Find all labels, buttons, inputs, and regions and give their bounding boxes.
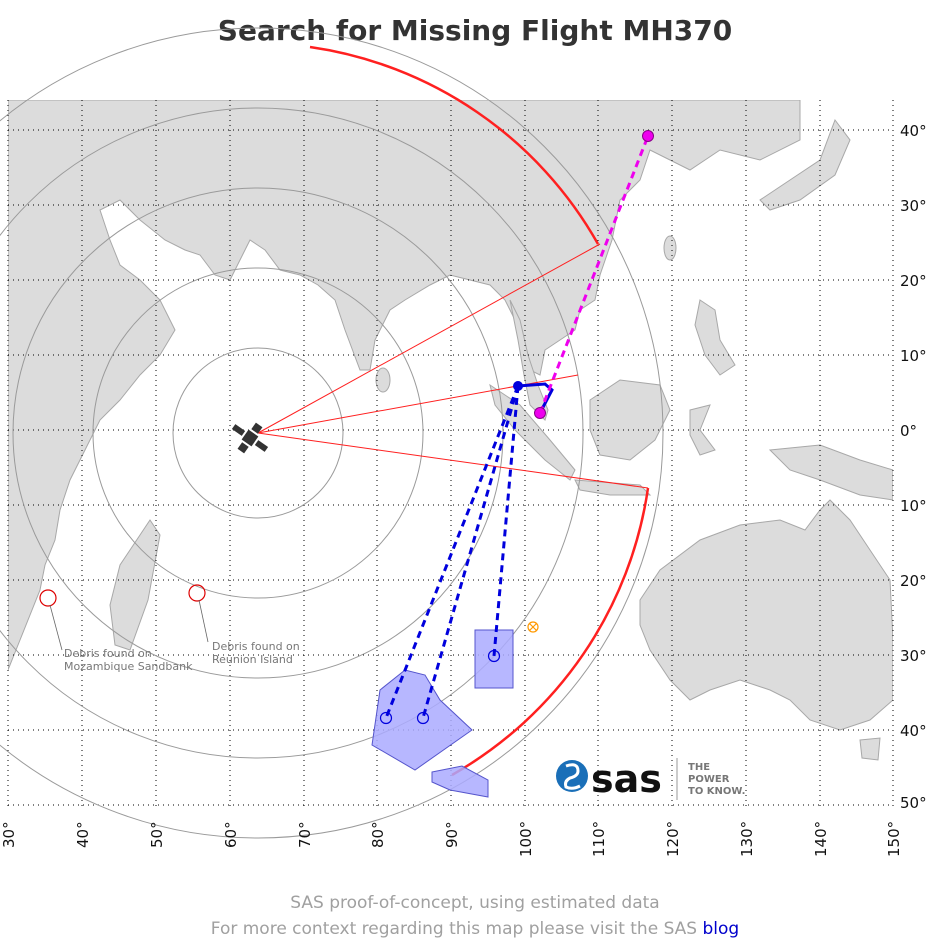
lon-tick: 100° <box>517 821 535 857</box>
lat-tick: 50° <box>900 794 927 812</box>
lat-tick: 40° <box>900 722 927 740</box>
land-tasmania <box>859 737 881 761</box>
handshake-arc <box>309 45 600 245</box>
orange-marker-icon <box>527 621 539 633</box>
search-area-south <box>431 765 489 798</box>
lat-tick: 30° <box>900 647 927 665</box>
planned-route <box>534 130 654 419</box>
lon-tick: 30° <box>0 821 18 848</box>
blog-link[interactable]: blog <box>702 919 740 939</box>
land-taiwan <box>663 235 677 261</box>
sas-logo-brand: sas <box>591 757 662 801</box>
lon-tick: 120° <box>664 821 682 857</box>
lat-tick: 20° <box>900 572 927 590</box>
debris-mozambique-marker-icon <box>39 589 57 607</box>
lat-tick: 0° <box>900 422 917 440</box>
possible-routes <box>384 385 520 719</box>
lon-tick: 50° <box>148 821 166 848</box>
debris-markers: Debris found on Mozambique Sandbank Debr… <box>39 584 300 673</box>
lon-tick: 140° <box>812 821 830 857</box>
land-sumatra <box>489 383 576 481</box>
land-layer <box>8 100 893 761</box>
satellite-icon <box>231 422 269 454</box>
footer-note: SAS proof-of-concept, using estimated da… <box>290 893 660 913</box>
graticule <box>7 100 894 808</box>
land-sulawesi <box>689 404 716 456</box>
lon-ticks: 30° 40° 50° 60° 70° 80° 90° 100° 110° 12… <box>0 821 903 857</box>
land-malay-peninsula <box>509 299 549 421</box>
lon-tick: 110° <box>590 821 608 857</box>
lon-tick: 60° <box>222 821 240 848</box>
footer-link-line: For more context regarding this map plea… <box>0 919 950 939</box>
destination-beijing <box>642 130 654 142</box>
handshake-arc-south <box>451 487 650 777</box>
lon-tick: 130° <box>738 821 756 857</box>
lat-ticks: 40° 30° 20° 10° 0° 10° 20° 30° 40° 50° <box>900 122 927 812</box>
lat-tick: 10° <box>900 497 927 515</box>
land-madagascar <box>109 519 161 651</box>
search-area-main <box>371 669 473 771</box>
route-endpoints <box>379 649 501 725</box>
lon-tick: 70° <box>296 821 314 848</box>
land-japan <box>759 118 851 211</box>
land-australia <box>639 499 893 731</box>
debris-mozambique-line2: Mozambique Sandbank <box>64 660 193 673</box>
lon-tick: 90° <box>443 821 461 848</box>
search-area-north <box>474 629 514 689</box>
lon-tick: 80° <box>369 821 387 848</box>
land-sri-lanka <box>375 367 391 393</box>
debris-reunion-marker-icon <box>188 584 206 602</box>
sas-logo: sas THE POWER TO KNOW. <box>556 757 745 801</box>
sas-tagline-1: THE <box>688 762 710 773</box>
debris-reunion-line1: Debris found on <box>212 640 300 653</box>
land-asia-africa <box>8 100 801 671</box>
sas-tagline-3: TO KNOW. <box>688 786 745 797</box>
debris-mozambique-line1: Debris found on <box>64 647 152 660</box>
range-rings <box>0 27 664 839</box>
land-borneo <box>589 379 671 461</box>
lat-tick: 30° <box>900 197 927 215</box>
land-philippines <box>694 299 736 376</box>
lat-tick: 20° <box>900 272 927 290</box>
lat-tick: 10° <box>900 347 927 365</box>
land-new-guinea <box>768 444 893 501</box>
sas-tagline-2: POWER <box>688 774 730 785</box>
lon-tick: 150° <box>885 821 903 857</box>
land-java <box>574 479 652 496</box>
origin-kuala-lumpur <box>534 407 546 419</box>
footer-link-prefix: For more context regarding this map plea… <box>210 919 698 939</box>
lon-tick: 40° <box>74 821 92 848</box>
lat-tick: 40° <box>900 122 927 140</box>
debris-reunion-line2: Reunion Island <box>212 653 293 666</box>
